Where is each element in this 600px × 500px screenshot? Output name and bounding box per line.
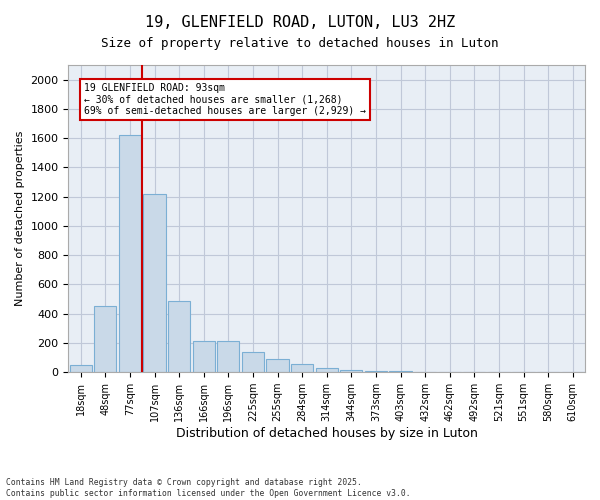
Bar [193,341,215,372]
Bar [143,194,166,372]
Bar [94,306,116,372]
Bar [340,370,362,372]
Text: 19 GLENFIELD ROAD: 93sqm
← 30% of detached houses are smaller (1,268)
69% of sem: 19 GLENFIELD ROAD: 93sqm ← 30% of detach… [83,82,365,116]
Bar [291,364,313,372]
Bar [316,368,338,372]
Bar [70,365,92,372]
Text: Contains HM Land Registry data © Crown copyright and database right 2025.
Contai: Contains HM Land Registry data © Crown c… [6,478,410,498]
Y-axis label: Number of detached properties: Number of detached properties [15,131,25,306]
Text: 19, GLENFIELD ROAD, LUTON, LU3 2HZ: 19, GLENFIELD ROAD, LUTON, LU3 2HZ [145,15,455,30]
Bar [266,359,289,372]
Bar [242,352,264,372]
Text: Size of property relative to detached houses in Luton: Size of property relative to detached ho… [101,38,499,51]
Bar [365,371,387,372]
Bar [168,300,190,372]
X-axis label: Distribution of detached houses by size in Luton: Distribution of detached houses by size … [176,427,478,440]
Bar [119,135,141,372]
Bar [217,341,239,372]
